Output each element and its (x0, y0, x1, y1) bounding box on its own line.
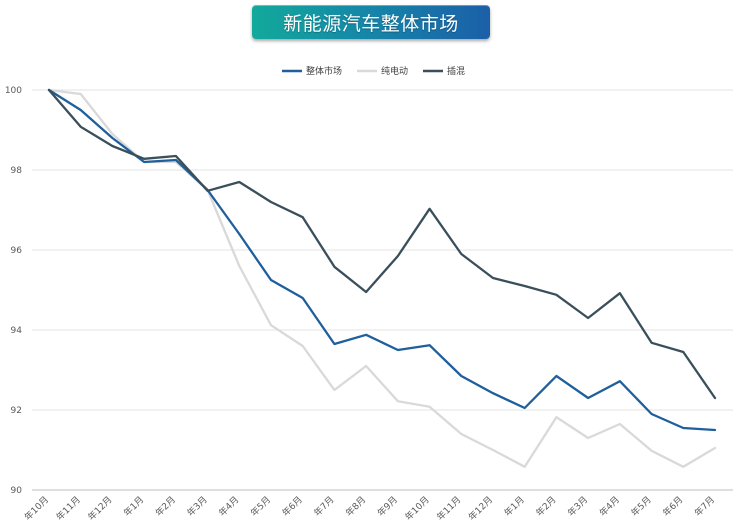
x-tick-label: 年10月 (402, 494, 431, 520)
x-tick-label: 年8月 (343, 494, 368, 519)
x-tick-label: 年2月 (153, 494, 178, 519)
y-tick-label: 100 (5, 86, 22, 96)
x-tick-label: 年4月 (216, 494, 241, 519)
series-line-0 (47, 88, 717, 432)
y-tick-label: 92 (11, 406, 22, 416)
x-tick-label: 年12月 (466, 494, 495, 520)
legend-label: 整体市场 (306, 65, 342, 77)
y-tick-label: 98 (11, 166, 23, 176)
x-tick-label: 年12月 (85, 494, 114, 520)
chart-title: 新能源汽车整体市场 (283, 12, 459, 35)
legend-label: 纯电动 (381, 65, 408, 77)
series-line-2 (47, 88, 717, 400)
x-tick-label: 年2月 (533, 494, 558, 519)
x-tick-label: 年4月 (597, 494, 622, 519)
legend-label: 插混 (447, 65, 465, 77)
x-tick-label: 年11月 (54, 494, 83, 520)
x-tick-label: 年5月 (628, 494, 653, 519)
x-tick-label: 年9月 (375, 494, 400, 519)
y-tick-label: 94 (11, 326, 23, 336)
x-tick-label: 年7月 (692, 494, 717, 519)
x-tick-label: 年10月 (22, 494, 51, 520)
x-tick-label: 年1月 (502, 494, 527, 519)
x-tick-label: 年3月 (565, 494, 590, 519)
x-tick-label: 年6月 (660, 494, 685, 519)
y-tick-label: 90 (11, 486, 23, 496)
x-tick-label: 年1月 (121, 494, 146, 519)
x-tick-label: 年7月 (311, 494, 336, 519)
chart-title-badge: 新能源汽车整体市场 (252, 5, 490, 39)
x-tick-label: 年5月 (248, 494, 273, 519)
x-tick-label: 年6月 (280, 494, 305, 519)
x-tick-label: 年3月 (184, 494, 209, 519)
x-tick-label: 年11月 (434, 494, 463, 520)
y-tick-label: 96 (11, 246, 23, 256)
